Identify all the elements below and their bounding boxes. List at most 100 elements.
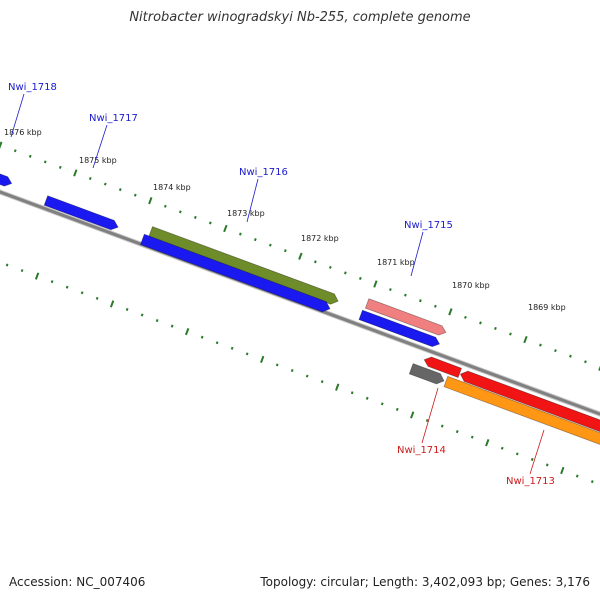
gene-nwi-1715-cds-arrow [358,309,441,348]
minor-tick [455,430,459,434]
major-tick [485,439,490,447]
minor-tick [575,474,579,478]
minor-tick [395,407,399,411]
minor-tick [193,215,197,219]
major-tick [148,197,153,205]
minor-tick [43,160,47,164]
major-tick [298,252,303,260]
gene-label: Nwi_1716 [239,167,288,178]
major-tick [260,355,265,364]
minor-tick [163,204,167,208]
gene-nwi-1714-cds-arrow [459,370,600,433]
major-tick [523,335,528,344]
minor-tick [28,154,32,158]
minor-tick [230,346,234,350]
tick-label: 1876 kbp [4,128,42,137]
minor-tick [253,238,257,242]
major-tick [448,308,453,316]
minor-tick [283,249,287,253]
minor-tick [20,269,24,273]
gene-nwi-1714-arrow [423,356,463,379]
tick-label: 1874 kbp [153,183,191,192]
minor-tick [50,280,54,284]
gene-label-leader [92,124,108,169]
minor-tick [178,210,182,214]
minor-tick [208,221,212,225]
tick-label: 1872 kbp [301,234,339,243]
gene-nwi-1713-pseudo-arrow [408,363,445,385]
minor-tick [358,276,362,280]
gene-label-leader [10,93,25,138]
minor-tick [275,363,279,367]
minor-tick [328,265,332,269]
minor-tick [494,326,497,330]
major-tick [34,272,40,280]
topology-summary: Topology: circular; Length: 3,402,093 bp… [260,575,590,589]
major-tick [410,411,415,419]
minor-tick [13,149,17,153]
minor-tick [419,299,422,303]
minor-tick [65,285,69,289]
minor-tick [155,319,159,323]
major-tick [560,466,565,475]
minor-tick [464,315,467,319]
minor-tick [539,343,542,347]
minor-tick [80,291,84,295]
map-title: Nitrobacter winogradskyi Nb-255, complet… [129,10,471,25]
gene-label-leader [421,387,439,444]
gene-nwi-1716-cds-arrow [139,233,331,313]
minor-tick [95,296,99,300]
minor-tick [425,418,429,423]
minor-tick [125,307,129,311]
minor-tick [590,480,594,484]
gene-nwi-1717-arrow [43,195,119,231]
gene-nwi-1713-arrow [443,375,600,445]
minor-tick [118,188,122,192]
minor-tick [545,463,549,467]
minor-tick [389,288,392,292]
minor-tick [200,335,204,339]
minor-tick [215,341,219,345]
minor-tick [245,352,249,356]
minor-tick [238,232,242,236]
tick-label: 1873 kbp [227,209,265,218]
gene-label: Nwi_1713 [506,476,555,487]
minor-tick [434,304,437,308]
major-tick [184,328,190,336]
gene-label-leader [410,231,424,277]
minor-tick [170,324,174,328]
minor-tick [133,193,137,197]
gene-label-leader [529,429,545,475]
minor-tick [320,380,324,384]
major-tick [0,141,3,149]
minor-tick [58,165,62,169]
minor-tick [313,260,317,264]
minor-tick [268,243,272,247]
minor-tick [530,457,534,461]
gene-label: Nwi_1718 [8,82,57,93]
minor-tick [343,271,347,275]
minor-tick [470,435,474,439]
gene-nwi-1715-arrow [364,298,447,336]
minor-tick [500,446,504,450]
minor-tick [365,396,369,400]
gene-nwi-1716-arrow [148,226,339,305]
gene-nwi-1718-arrow [0,173,13,187]
minor-tick [584,360,587,364]
minor-tick [305,374,309,378]
tick-label: 1875 kbp [79,156,117,165]
minor-tick [479,321,482,325]
minor-tick [140,313,144,317]
minor-tick [5,263,9,267]
minor-tick [509,332,512,336]
major-tick [73,169,78,177]
minor-tick [404,293,407,297]
gene-label: Nwi_1717 [89,113,138,124]
accession-text: Accession: NC_007406 [9,575,146,589]
tick-label: 1870 kbp [452,281,490,290]
major-tick [373,280,378,288]
minor-tick [290,368,294,373]
tick-label: 1871 kbp [377,258,415,267]
